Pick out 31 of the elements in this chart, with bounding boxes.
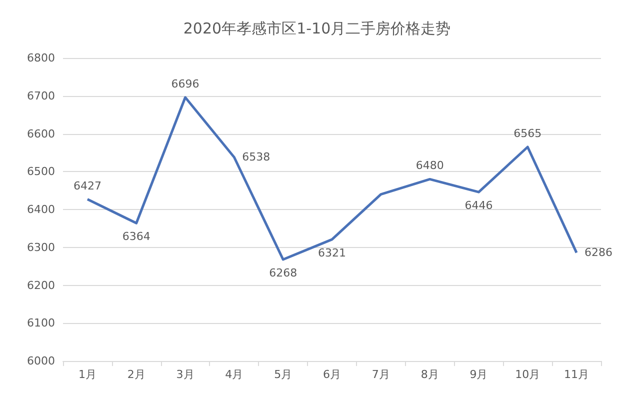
data-label: 6538 bbox=[242, 150, 270, 164]
data-label: 6364 bbox=[122, 230, 150, 244]
x-tick-label: 6月 bbox=[323, 368, 341, 381]
data-label: 6565 bbox=[514, 127, 542, 140]
data-label: 6480 bbox=[416, 159, 444, 172]
x-tick-label: 10月 bbox=[515, 368, 540, 381]
data-label: 6268 bbox=[269, 266, 298, 280]
x-tick-label: 5月 bbox=[274, 368, 292, 381]
x-tick-label: 2月 bbox=[127, 368, 146, 381]
y-tick-label: 6000 bbox=[27, 354, 55, 368]
y-tick-label: 6100 bbox=[27, 316, 55, 330]
x-tick-label: 1月 bbox=[78, 368, 96, 381]
data-label: 6427 bbox=[73, 179, 102, 192]
y-tick-label: 6300 bbox=[27, 240, 55, 254]
x-tick-label: 4月 bbox=[225, 368, 244, 381]
x-tick-label: 9月 bbox=[470, 368, 488, 381]
x-tick-label: 3月 bbox=[176, 368, 194, 381]
chart-title: 2020年孝感市区1-10月二手房价格走势 bbox=[183, 20, 451, 38]
y-tick-label: 6700 bbox=[27, 89, 55, 102]
data-label: 6286 bbox=[584, 246, 613, 260]
data-label: 6446 bbox=[464, 199, 493, 212]
y-tick-label: 6600 bbox=[27, 127, 55, 140]
data-label: 6696 bbox=[171, 77, 200, 90]
y-tick-label: 6800 bbox=[27, 52, 55, 64]
x-tick-label: 11月 bbox=[564, 368, 590, 381]
y-tick-label: 6500 bbox=[27, 165, 55, 178]
y-tick-label: 6200 bbox=[27, 278, 55, 292]
x-tick-label: 7月 bbox=[372, 368, 390, 381]
y-tick-label: 6400 bbox=[27, 203, 55, 216]
data-label: 6321 bbox=[318, 246, 346, 260]
x-tick-label: 8月 bbox=[420, 368, 439, 381]
